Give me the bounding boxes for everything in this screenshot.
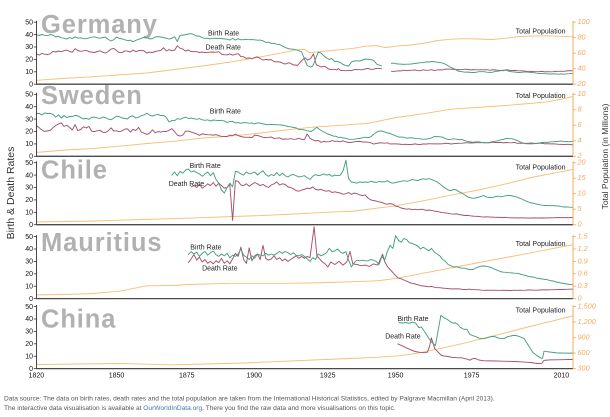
- svg-text:The interactive data visualisa: The interactive data visualisation is av…: [4, 405, 396, 412]
- svg-text:Birth Rate: Birth Rate: [208, 30, 239, 37]
- svg-text:1875: 1875: [179, 372, 195, 379]
- svg-text:20: 20: [577, 79, 586, 88]
- svg-text:30: 30: [25, 329, 33, 336]
- svg-text:Death Rate: Death Rate: [206, 45, 242, 52]
- svg-text:Germany: Germany: [41, 11, 158, 39]
- svg-text:10: 10: [25, 353, 33, 360]
- svg-text:Data source: The data on birth: Data source: The data on birth rates, de…: [4, 396, 495, 403]
- svg-text:Birth Rate: Birth Rate: [190, 245, 221, 252]
- svg-text:10: 10: [25, 141, 33, 148]
- svg-text:Birth & Death Rates: Birth & Death Rates: [5, 147, 17, 240]
- svg-text:40: 40: [25, 172, 33, 179]
- svg-text:Total Population: Total Population: [516, 28, 566, 35]
- svg-text:1820: 1820: [29, 372, 45, 379]
- svg-text:2: 2: [577, 151, 582, 160]
- svg-text:30: 30: [25, 116, 33, 123]
- svg-text:8: 8: [578, 105, 583, 114]
- svg-text:0: 0: [578, 220, 582, 229]
- svg-text:Chile: Chile: [41, 156, 108, 184]
- svg-text:1.5: 1.5: [578, 232, 589, 241]
- svg-text:20: 20: [25, 271, 33, 278]
- svg-text:China: China: [41, 306, 116, 334]
- svg-text:40: 40: [578, 64, 586, 73]
- svg-text:Sweden: Sweden: [41, 82, 143, 110]
- svg-text:50: 50: [25, 304, 33, 311]
- svg-text:0.9: 0.9: [578, 256, 588, 265]
- svg-text:0: 0: [29, 296, 33, 303]
- svg-text:10: 10: [578, 89, 586, 98]
- svg-text:600: 600: [578, 348, 590, 357]
- svg-text:Birth Rate: Birth Rate: [190, 163, 221, 170]
- svg-text:Death Rate: Death Rate: [202, 265, 238, 272]
- svg-text:40: 40: [25, 246, 33, 253]
- svg-text:40: 40: [25, 104, 33, 111]
- svg-text:10: 10: [25, 69, 33, 76]
- svg-text:6: 6: [578, 120, 583, 129]
- svg-text:20: 20: [25, 341, 33, 348]
- svg-text:40: 40: [25, 316, 33, 323]
- svg-text:15: 15: [578, 173, 587, 182]
- svg-text:0: 0: [29, 154, 33, 161]
- svg-text:30: 30: [25, 44, 33, 51]
- svg-text:10: 10: [578, 189, 586, 198]
- svg-text:50: 50: [25, 234, 33, 241]
- svg-text:Mauritius: Mauritius: [41, 229, 162, 257]
- svg-text:Birth Rate: Birth Rate: [397, 316, 428, 323]
- svg-text:1850: 1850: [109, 372, 125, 379]
- svg-text:5: 5: [578, 204, 583, 213]
- svg-text:Birth Rate: Birth Rate: [210, 109, 241, 116]
- svg-text:Death Rate: Death Rate: [385, 334, 421, 341]
- svg-text:40: 40: [25, 32, 33, 39]
- svg-text:0: 0: [29, 366, 33, 373]
- svg-text:20: 20: [25, 57, 33, 64]
- svg-text:Total Population (in Millions): Total Population (in Millions): [600, 103, 610, 209]
- svg-text:50: 50: [25, 19, 33, 26]
- svg-text:1975: 1975: [464, 372, 480, 379]
- svg-text:60: 60: [578, 48, 586, 57]
- svg-text:0.6: 0.6: [578, 269, 589, 278]
- svg-text:0.3: 0.3: [578, 281, 588, 290]
- svg-text:1.2: 1.2: [578, 244, 588, 253]
- svg-text:0: 0: [578, 294, 582, 303]
- svg-text:20: 20: [577, 158, 586, 167]
- svg-text:1925: 1925: [320, 372, 336, 379]
- svg-text:1,500: 1,500: [578, 302, 596, 311]
- svg-text:80: 80: [578, 33, 586, 42]
- svg-text:4: 4: [578, 136, 582, 145]
- svg-text:10: 10: [25, 283, 33, 290]
- svg-text:20: 20: [25, 197, 33, 204]
- svg-text:1,200: 1,200: [578, 317, 596, 326]
- svg-text:300: 300: [578, 364, 590, 373]
- svg-text:0: 0: [29, 81, 33, 88]
- svg-text:30: 30: [25, 185, 33, 192]
- svg-text:Total Population: Total Population: [516, 241, 566, 248]
- svg-text:Death Rate: Death Rate: [169, 181, 205, 188]
- svg-text:0: 0: [29, 222, 33, 229]
- svg-text:1900: 1900: [247, 372, 263, 379]
- svg-text:Total Population: Total Population: [516, 308, 566, 315]
- svg-text:20: 20: [25, 129, 33, 136]
- svg-text:10: 10: [25, 210, 33, 217]
- svg-text:2010: 2010: [554, 372, 570, 379]
- svg-text:30: 30: [25, 259, 33, 266]
- svg-text:50: 50: [25, 92, 33, 99]
- svg-text:1950: 1950: [388, 372, 404, 379]
- svg-text:Total Population: Total Population: [516, 93, 566, 100]
- svg-text:900: 900: [578, 333, 590, 342]
- svg-text:Total Population: Total Population: [516, 165, 566, 172]
- svg-text:100: 100: [578, 17, 590, 26]
- svg-text:50: 50: [25, 160, 33, 167]
